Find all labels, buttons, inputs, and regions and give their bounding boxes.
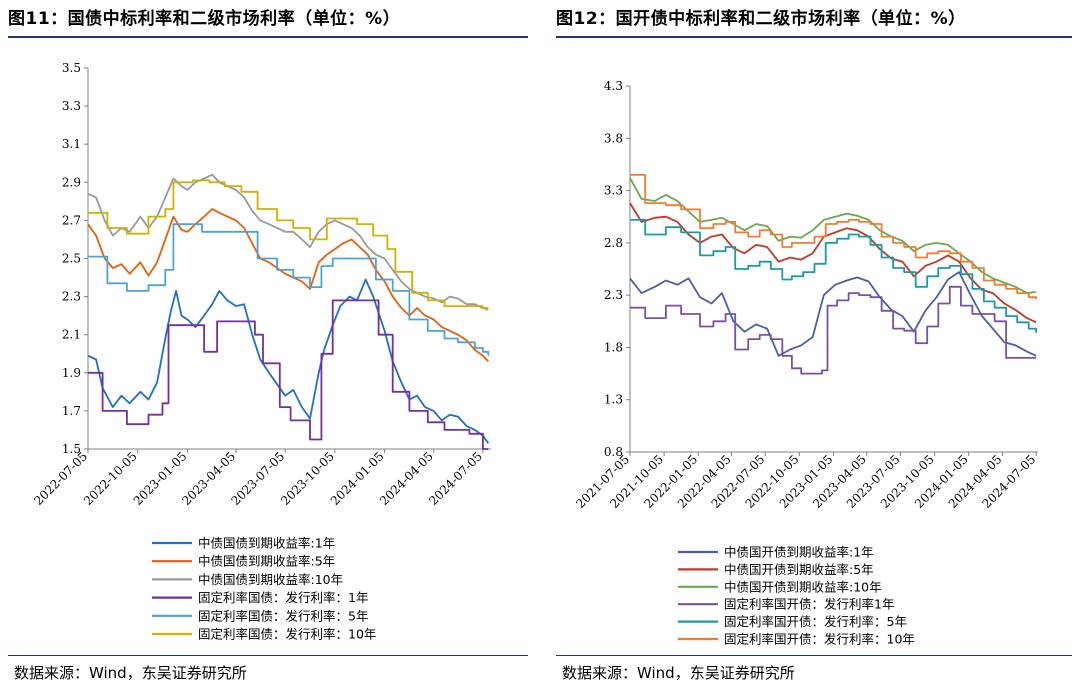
series-line-6 (88, 179, 489, 309)
legend-label: 固定利率国债：发行利率：1年 (198, 590, 368, 605)
y-tick-label: 1.7 (62, 404, 81, 418)
y-tick-label: 2.8 (604, 236, 623, 250)
legend-label: 中债国开债到期收益率:5年 (724, 562, 874, 577)
legend-label: 中债国开债到期收益率:1年 (724, 545, 874, 560)
figure-11-title: 图11：国债中标利率和二级市场利率（单位：%） (8, 9, 401, 29)
y-tick-label: 4.3 (604, 79, 623, 93)
y-tick-label: 2.3 (62, 290, 81, 304)
legend-label: 固定利率国债：发行利率：5年 (198, 608, 368, 623)
y-tick-label: 0.8 (604, 445, 623, 459)
series-line-1 (87, 278, 490, 444)
figure-12-title: 图12：国开债中标利率和二级市场利率（单位：%） (556, 9, 966, 29)
title-rule (8, 36, 528, 38)
x-tick-label: 2024-07-05 (426, 449, 485, 508)
figure-11-source: 数据来源：Wind，东吴证券研究所 (14, 664, 247, 682)
y-tick-label: 1.9 (62, 366, 81, 380)
series-line-5 (88, 223, 490, 356)
series-line-1 (629, 271, 1037, 357)
y-tick-label: 3.1 (62, 137, 81, 151)
legend-label: 中债国债到期收益率:10年 (198, 572, 343, 587)
y-tick-label: 2.1 (62, 328, 81, 342)
series-line-3 (87, 173, 489, 311)
legend-label: 固定利率国开债：发行利率：5年 (724, 614, 907, 629)
y-tick-label: 1.8 (604, 340, 623, 354)
figure-12-chart: 4.33.83.32.82.31.81.30.82021-07-052021-1… (573, 79, 1038, 647)
y-tick-label: 1.5 (62, 442, 81, 456)
series-line-6 (630, 174, 1037, 300)
figure-12-source: 数据来源：Wind，东吴证券研究所 (562, 664, 795, 682)
legend-label: 固定利率国开债：发行利率：10年 (724, 632, 915, 647)
y-tick-label: 1.3 (604, 393, 623, 407)
figure-11-chart: 3.53.33.12.92.72.52.32.11.91.71.52022-07… (31, 61, 491, 642)
title-rule (556, 36, 1072, 38)
legend-label: 中债国债到期收益率:5年 (198, 554, 335, 569)
series-line-5 (630, 219, 1037, 333)
y-tick-label: 3.3 (604, 184, 623, 198)
y-tick-label: 2.9 (62, 175, 81, 189)
source-rule (8, 655, 528, 656)
y-tick-label: 2.5 (62, 252, 81, 266)
legend-label: 固定利率国债：发行利率：10年 (198, 627, 376, 642)
legend-label: 中债国债到期收益率:1年 (198, 536, 335, 551)
legend-label: 固定利率国开债：发行利率1年 (724, 597, 894, 612)
y-tick-label: 3.8 (604, 131, 623, 145)
figure-12-panel: 图12：国开债中标利率和二级市场利率（单位：%） 4.3 3.8 3.3 2.8 2.3… (548, 0, 1080, 688)
series-line-2 (87, 208, 489, 363)
source-rule (556, 655, 1072, 656)
y-tick-label: 2.3 (604, 288, 623, 302)
y-tick-label: 3.3 (62, 99, 81, 113)
figure-11-panel: 图11：国债中标利率和二级市场利率（单位：%） 3.5 3.3 3.1 2.9 2.7 2… (0, 0, 536, 688)
series-line-4 (88, 299, 489, 450)
y-tick-label: 3.5 (62, 61, 81, 75)
series-line-4 (630, 285, 1037, 375)
y-tick-label: 2.7 (62, 213, 81, 227)
legend-label: 中债国开债到期收益率:10年 (724, 579, 882, 594)
